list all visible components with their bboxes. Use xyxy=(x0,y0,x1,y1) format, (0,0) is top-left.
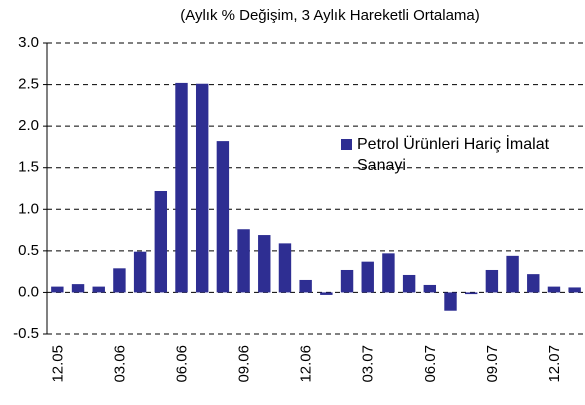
x-tick-label: 12.05 xyxy=(49,345,66,383)
bar xyxy=(299,279,312,293)
legend: Petrol Ürünleri Hariç İmalat Sanayi xyxy=(341,134,566,176)
x-tick-label: 09.07 xyxy=(484,345,501,383)
x-tick-label: 06.07 xyxy=(422,345,439,383)
bar xyxy=(113,268,126,293)
y-tick-label: 3.0 xyxy=(18,34,39,51)
bar xyxy=(547,286,561,293)
bar xyxy=(278,243,292,293)
bar xyxy=(320,292,333,295)
bar xyxy=(402,274,416,293)
bar xyxy=(258,235,271,293)
bar xyxy=(92,286,105,293)
y-tick-label: 0.5 xyxy=(18,242,39,259)
x-tick-label: 12.07 xyxy=(546,345,563,383)
chart-title: (Aylık % Değişim, 3 Aylık Hareketli Orta… xyxy=(180,7,480,24)
bar xyxy=(71,284,85,293)
bar xyxy=(361,261,374,293)
y-tick-label: 2.0 xyxy=(18,117,39,134)
y-tick-label: -0.5 xyxy=(13,325,39,342)
y-tick-label: 0.0 xyxy=(18,283,39,300)
bar xyxy=(506,255,519,293)
bar xyxy=(216,141,230,293)
bar xyxy=(154,190,168,293)
bar xyxy=(133,251,147,293)
x-tick-label: 03.07 xyxy=(360,345,377,383)
x-tick-label: 06.06 xyxy=(174,345,191,383)
bar xyxy=(175,82,188,293)
bar xyxy=(527,274,540,293)
legend-swatch xyxy=(341,139,352,150)
bar xyxy=(195,83,209,293)
bar xyxy=(485,269,499,293)
bar xyxy=(382,253,395,293)
bar xyxy=(51,286,64,293)
bar xyxy=(237,229,250,293)
x-tick-label: 03.06 xyxy=(111,345,128,383)
y-tick-label: 1.0 xyxy=(18,200,39,217)
bar xyxy=(423,284,437,293)
x-tick-label: 12.06 xyxy=(298,345,315,383)
bar xyxy=(568,287,581,293)
y-tick-label: 1.5 xyxy=(18,159,39,176)
bar xyxy=(340,269,354,293)
y-tick-label: 2.5 xyxy=(18,76,39,93)
legend-label: Petrol Ürünleri Hariç İmalat Sanayi xyxy=(357,136,550,174)
x-tick-label: 09.06 xyxy=(236,345,253,383)
bar xyxy=(444,292,457,311)
bar xyxy=(464,292,478,295)
